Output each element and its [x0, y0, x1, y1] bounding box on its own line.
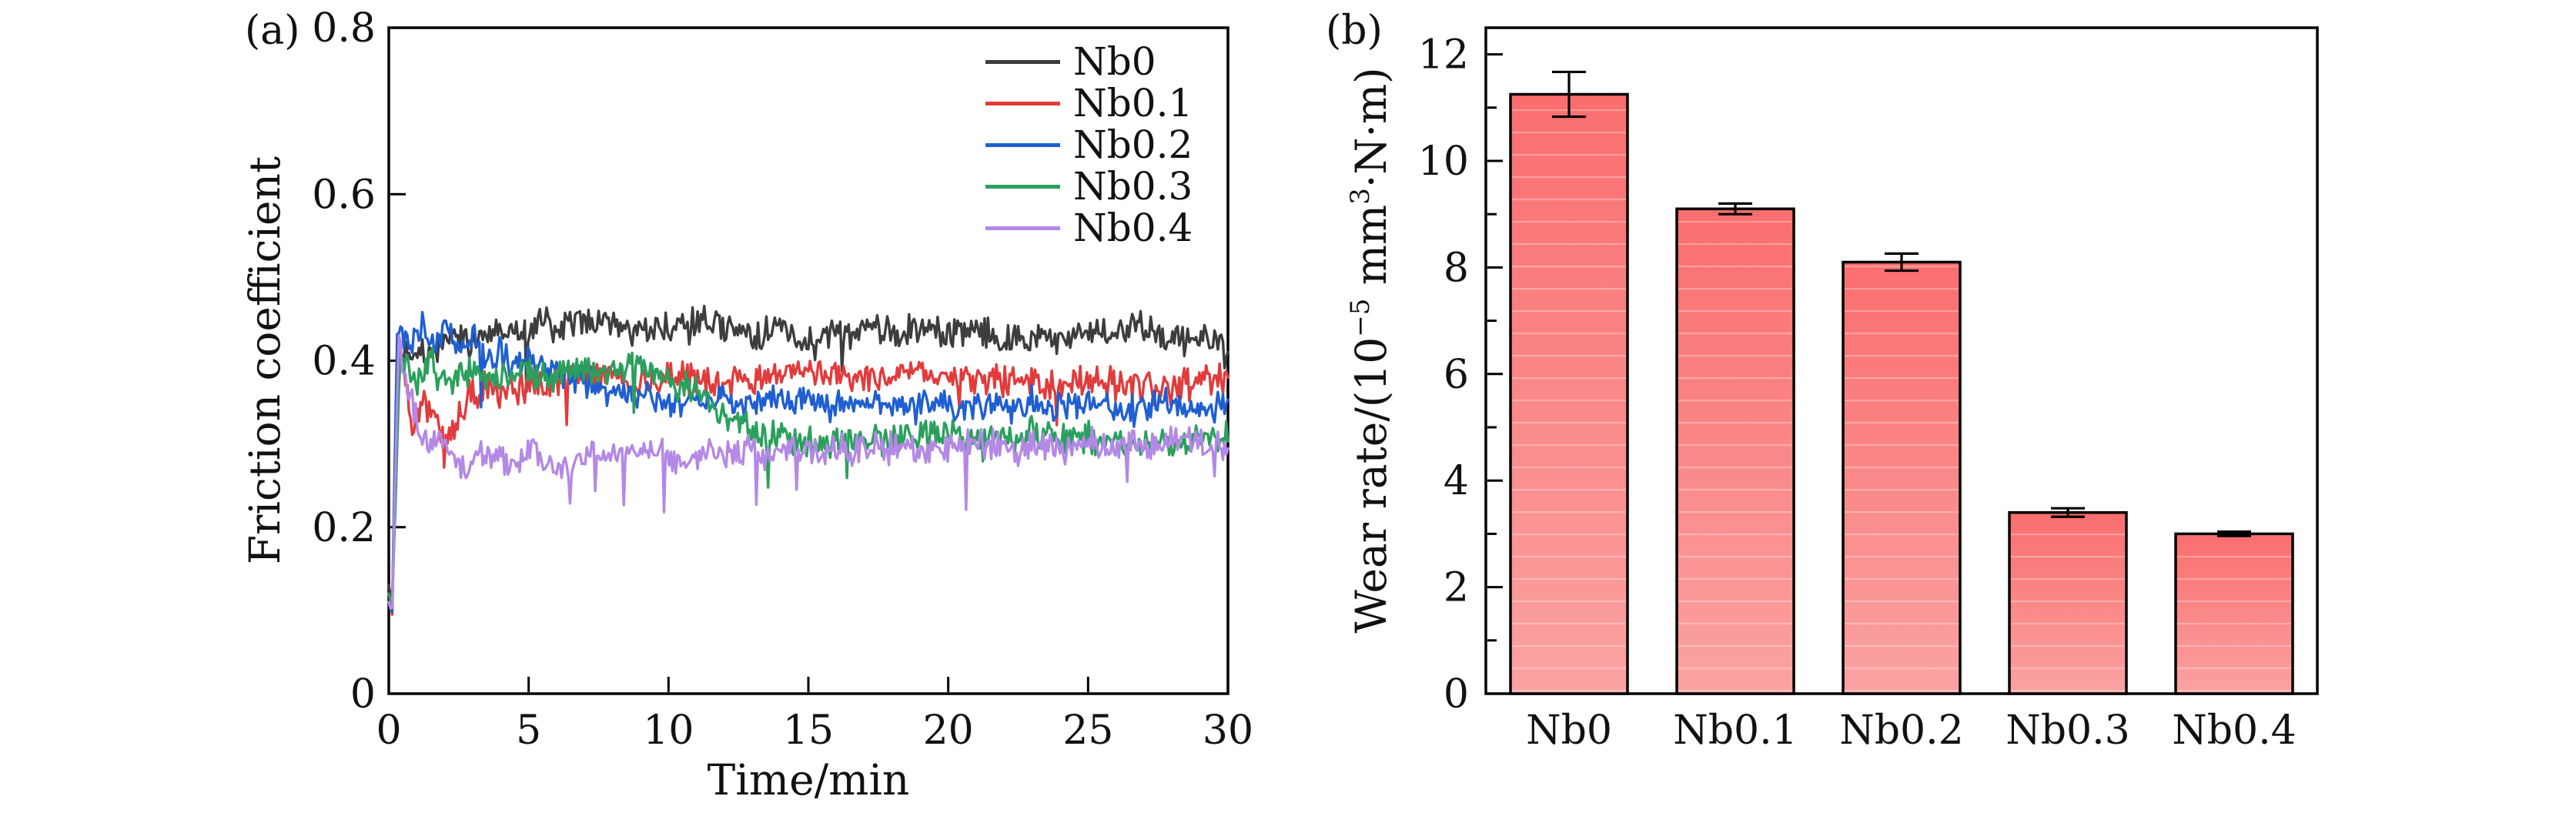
- x-tick-label-a: 25: [1062, 708, 1113, 754]
- category-label-Nb0.1: Nb0.1: [1673, 708, 1797, 754]
- x-tick-label-a: 0: [376, 708, 401, 754]
- panel-a-label: (a): [245, 8, 300, 54]
- legend-line-Nb0.2: [985, 142, 1060, 147]
- series-line-Nb0.3: [387, 346, 1229, 610]
- y-tick-label-b: 10: [1418, 139, 1469, 185]
- category-label-Nb0.2: Nb0.2: [1839, 708, 1963, 754]
- y-tick-label-b: 4: [1444, 458, 1469, 504]
- y-tick-label-b: 6: [1444, 352, 1469, 398]
- legend-item-Nb0.1: Nb0.1: [985, 82, 1193, 124]
- x-axis-label-a: Time/min: [707, 755, 910, 805]
- y-tick-label-a: 0.6: [312, 172, 376, 218]
- y-axis-label-b-part2: mm: [1347, 204, 1396, 299]
- legend-item-Nb0: Nb0: [985, 41, 1156, 82]
- y-tick-label-b: 0: [1444, 671, 1469, 718]
- category-label-Nb0: Nb0: [1526, 708, 1612, 754]
- category-label-Nb0.3: Nb0.3: [2006, 708, 2129, 754]
- legend-line-Nb0.3: [985, 184, 1060, 189]
- y-tick-label-b: 12: [1418, 32, 1469, 79]
- x-tick-label-a: 15: [783, 708, 834, 754]
- legend-item-Nb0.2: Nb0.2: [985, 124, 1193, 166]
- exponent-minus-5: −5: [1345, 298, 1376, 337]
- y-tick-label-b: 2: [1444, 565, 1469, 611]
- category-label-Nb0.4: Nb0.4: [2172, 708, 2296, 754]
- axis-frame-a: [387, 26, 1229, 695]
- bar-Nb0.3: [2008, 510, 2128, 695]
- x-tick-label-a: 20: [923, 708, 974, 754]
- bar-Nb0.4: [2174, 532, 2294, 695]
- x-tick-label-a: 30: [1203, 708, 1253, 754]
- y-tick-label-b: 8: [1444, 245, 1469, 291]
- x-tick-label-a: 5: [516, 708, 541, 754]
- y-tick-label-a: 0.4: [312, 339, 376, 385]
- legend-item-Nb0.3: Nb0.3: [985, 166, 1193, 207]
- legend-label-Nb0.2: Nb0.2: [1073, 122, 1193, 167]
- y-tick-label-a: 0.2: [312, 505, 376, 551]
- legend-line-Nb0.4: [985, 226, 1060, 230]
- legend-label-Nb0.4: Nb0.4: [1073, 206, 1193, 250]
- legend-label-Nb0: Nb0: [1073, 39, 1156, 84]
- bar-Nb0.2: [1842, 260, 1962, 695]
- series-line-Nb0.4: [387, 333, 1229, 610]
- bar-Nb0: [1509, 92, 1629, 695]
- y-axis-label-a: Friction coefficient: [240, 156, 289, 565]
- series-line-Nb0: [387, 304, 1229, 610]
- series-line-Nb0.2: [387, 310, 1229, 614]
- y-tick-label-a: 0.8: [312, 5, 376, 52]
- x-tick-label-a: 10: [643, 708, 694, 754]
- bar-Nb0.1: [1675, 207, 1795, 695]
- legend-item-Nb0.4: Nb0.4: [985, 207, 1193, 249]
- y-tick-label-a: 0: [350, 671, 376, 718]
- y-axis-label-b-part3: ·N·m): [1347, 67, 1396, 189]
- panel-b-label: (b): [1326, 8, 1383, 54]
- exponent-3: 3: [1345, 188, 1376, 205]
- y-axis-label-b-part1: Wear rate/(10: [1347, 336, 1396, 634]
- y-axis-label-b: Wear rate/(10−5 mm3·N·m): [1338, 4, 1396, 697]
- legend: Nb0 Nb0.1 Nb0.2 Nb0.3 Nb0.4: [985, 0, 1232, 262]
- legend-line-Nb0.1: [985, 101, 1060, 105]
- legend-line-Nb0: [985, 59, 1060, 64]
- legend-label-Nb0.1: Nb0.1: [1073, 81, 1193, 125]
- legend-label-Nb0.3: Nb0.3: [1073, 164, 1193, 209]
